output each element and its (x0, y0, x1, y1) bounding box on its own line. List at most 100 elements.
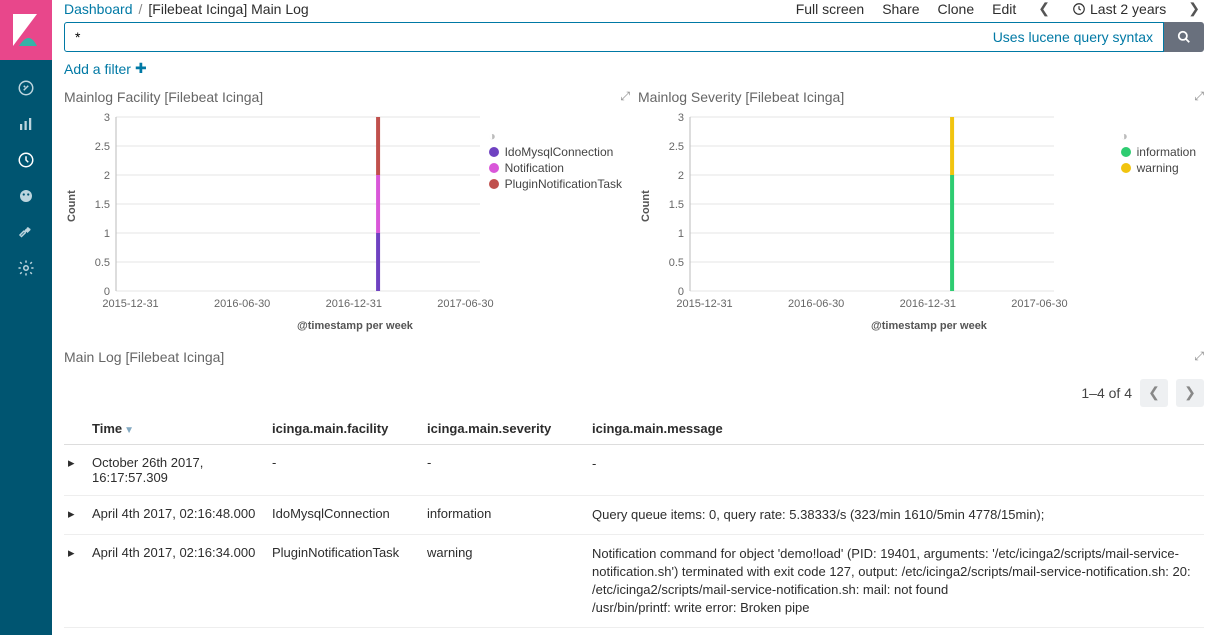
row-expand-button[interactable]: ▸ (64, 495, 88, 534)
dashboard-icon[interactable] (0, 142, 52, 178)
kibana-logo[interactable] (0, 0, 52, 60)
time-back-button[interactable]: ❮ (1034, 0, 1054, 17)
search-input[interactable] (75, 29, 993, 45)
cell-facility: Notification (268, 628, 423, 635)
cell-message: Query queue items: 0, query rate: 5.3833… (588, 495, 1204, 534)
fullscreen-button[interactable]: Full screen (796, 1, 864, 17)
search-icon (1177, 30, 1191, 44)
col-time[interactable]: Time▼ (88, 413, 268, 445)
plus-icon: ✚ (135, 60, 147, 77)
y-axis-label: Count (64, 111, 80, 301)
management-icon[interactable] (0, 250, 52, 286)
lucene-hint[interactable]: Uses lucene query syntax (993, 29, 1153, 45)
x-axis-label: @timestamp per week (80, 320, 630, 332)
row-expand-button[interactable]: ▸ (64, 444, 88, 495)
pager-text: 1–4 of 4 (1081, 385, 1132, 401)
table-row: ▸ April 4th 2017, 02:16:34.000 Notificat… (64, 628, 1204, 635)
cell-severity: information (423, 628, 588, 635)
legend-collapse-icon[interactable]: ◑ (1121, 129, 1128, 143)
col-message[interactable]: icinga.main.message (588, 413, 1204, 445)
table-panel-title: Main Log [Filebeat Icinga] (64, 349, 224, 365)
sort-desc-icon: ▼ (124, 425, 134, 436)
time-forward-button[interactable]: ❯ (1184, 0, 1204, 17)
table-row: ▸ October 26th 2017, 16:17:57.309 - - - (64, 444, 1204, 495)
discover-icon[interactable] (0, 70, 52, 106)
expand-icon[interactable]: ⤢ (620, 89, 630, 104)
row-expand-button[interactable]: ▸ (64, 534, 88, 628)
svg-text:2: 2 (678, 170, 684, 182)
table-row: ▸ April 4th 2017, 02:16:34.000 PluginNot… (64, 534, 1204, 628)
svg-text:3: 3 (678, 112, 684, 124)
legend-item[interactable]: information (1121, 145, 1196, 159)
time-picker[interactable]: Last 2 years (1072, 1, 1166, 17)
svg-text:2016-06-30: 2016-06-30 (214, 298, 270, 310)
pager-prev-button[interactable]: ❮ (1140, 379, 1168, 407)
y-axis-label: Count (638, 111, 654, 301)
facility-panel-title: Mainlog Facility [Filebeat Icinga] (64, 89, 263, 105)
svg-text:2015-12-31: 2015-12-31 (102, 298, 158, 310)
legend-swatch (489, 163, 499, 173)
svg-text:2015-12-31: 2015-12-31 (676, 298, 732, 310)
severity-panel-title: Mainlog Severity [Filebeat Icinga] (638, 89, 844, 105)
cell-facility: PluginNotificationTask (268, 534, 423, 628)
cell-message: - (588, 444, 1204, 495)
legend-item[interactable]: warning (1121, 161, 1196, 175)
add-filter-button[interactable]: Add a filter ✚ (64, 60, 147, 77)
svg-text:1.5: 1.5 (669, 199, 684, 211)
legend-item[interactable]: Notification (489, 161, 622, 175)
timelion-icon[interactable] (0, 178, 52, 214)
svg-text:0: 0 (104, 286, 110, 298)
search-bar: Uses lucene query syntax (64, 22, 1164, 52)
search-button[interactable] (1164, 22, 1204, 52)
svg-text:2.5: 2.5 (95, 141, 110, 153)
col-severity[interactable]: icinga.main.severity (423, 413, 588, 445)
log-table: Time▼ icinga.main.facility icinga.main.s… (64, 413, 1204, 635)
svg-text:0.5: 0.5 (95, 257, 110, 269)
devtools-icon[interactable] (0, 214, 52, 250)
cell-severity: - (423, 444, 588, 495)
cell-facility: - (268, 444, 423, 495)
legend-item[interactable]: IdoMysqlConnection (489, 145, 622, 159)
cell-time: April 4th 2017, 02:16:34.000 (88, 628, 268, 635)
svg-text:1: 1 (678, 228, 684, 240)
svg-text:1.5: 1.5 (95, 199, 110, 211)
svg-text:3: 3 (104, 112, 110, 124)
clone-button[interactable]: Clone (938, 1, 975, 17)
svg-text:2016-12-31: 2016-12-31 (900, 298, 956, 310)
x-axis-label: @timestamp per week (654, 320, 1204, 332)
legend-swatch (489, 179, 499, 189)
cell-severity: warning (423, 534, 588, 628)
cell-time: April 4th 2017, 02:16:48.000 (88, 495, 268, 534)
cell-message: Sending 'Recovery' notification 'demo!lo… (588, 628, 1204, 635)
row-expand-button[interactable]: ▸ (64, 628, 88, 635)
expand-icon[interactable]: ⤢ (1194, 349, 1204, 364)
breadcrumb-root[interactable]: Dashboard (64, 1, 133, 17)
facility-panel: Mainlog Facility [Filebeat Icinga] ⤢ Cou… (64, 89, 630, 341)
cell-facility: IdoMysqlConnection (268, 495, 423, 534)
cell-time: April 4th 2017, 02:16:34.000 (88, 534, 268, 628)
pager-next-button[interactable]: ❯ (1176, 379, 1204, 407)
topbar: Dashboard / [Filebeat Icinga] Main Log F… (52, 0, 1216, 18)
edit-button[interactable]: Edit (992, 1, 1016, 17)
legend-swatch (1121, 163, 1131, 173)
visualize-icon[interactable] (0, 106, 52, 142)
expand-icon[interactable]: ⤢ (1194, 89, 1204, 104)
cell-severity: information (423, 495, 588, 534)
svg-text:2: 2 (104, 170, 110, 182)
sidebar (0, 0, 52, 635)
severity-panel: Mainlog Severity [Filebeat Icinga] ⤢ Cou… (638, 89, 1204, 341)
legend-swatch (489, 147, 499, 157)
svg-text:2016-12-31: 2016-12-31 (326, 298, 382, 310)
cell-message: Notification command for object 'demo!lo… (588, 534, 1204, 628)
svg-text:0.5: 0.5 (669, 257, 684, 269)
legend-item[interactable]: PluginNotificationTask (489, 177, 622, 191)
table-row: ▸ April 4th 2017, 02:16:48.000 IdoMysqlC… (64, 495, 1204, 534)
svg-text:1: 1 (104, 228, 110, 240)
col-facility[interactable]: icinga.main.facility (268, 413, 423, 445)
svg-text:2016-06-30: 2016-06-30 (788, 298, 844, 310)
legend-collapse-icon[interactable]: ◑ (489, 129, 496, 143)
share-button[interactable]: Share (882, 1, 919, 17)
svg-text:2017-06-30: 2017-06-30 (1011, 298, 1067, 310)
svg-text:2.5: 2.5 (669, 141, 684, 153)
severity-legend: ◑ information warning (1121, 129, 1196, 177)
